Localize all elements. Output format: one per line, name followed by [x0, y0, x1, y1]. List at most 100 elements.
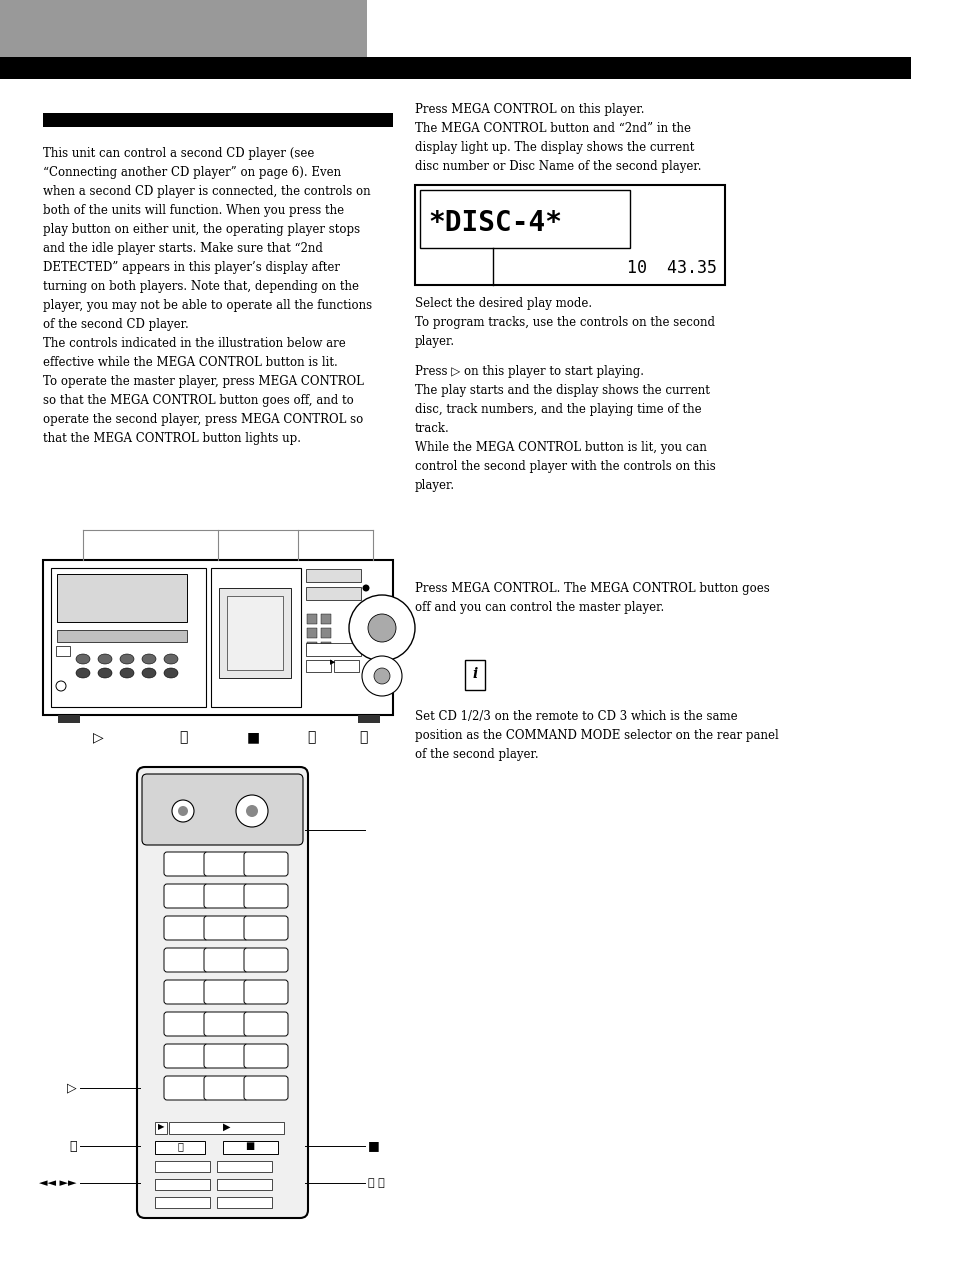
- Bar: [58, 715, 80, 724]
- Bar: [216, 1161, 272, 1172]
- Text: Select the desired play mode.
To program tracks, use the controls on the second
: Select the desired play mode. To program…: [415, 297, 714, 348]
- Ellipse shape: [142, 668, 156, 678]
- Ellipse shape: [120, 654, 133, 664]
- Text: Press ▷ on this player to start playing.
The play starts and the display shows t: Press ▷ on this player to start playing.…: [415, 364, 715, 492]
- Bar: [419, 190, 629, 248]
- Bar: [57, 631, 187, 642]
- Bar: [154, 1198, 210, 1208]
- Bar: [306, 660, 331, 671]
- Bar: [0, 57, 910, 79]
- Bar: [357, 715, 379, 724]
- Bar: [320, 642, 331, 652]
- FancyBboxPatch shape: [244, 884, 288, 908]
- Ellipse shape: [142, 654, 156, 664]
- Text: ▷: ▷: [68, 1082, 77, 1094]
- Bar: [154, 1142, 205, 1154]
- Bar: [216, 1198, 272, 1208]
- Circle shape: [246, 805, 257, 817]
- Bar: [306, 587, 360, 600]
- Circle shape: [172, 800, 193, 822]
- Text: ⏸: ⏸: [70, 1139, 77, 1153]
- FancyBboxPatch shape: [164, 1012, 208, 1036]
- Bar: [320, 614, 331, 624]
- FancyBboxPatch shape: [204, 980, 248, 1004]
- Bar: [307, 642, 316, 652]
- Bar: [334, 660, 358, 671]
- Text: ◄◄ ►►: ◄◄ ►►: [39, 1178, 77, 1187]
- Text: ▶: ▶: [330, 660, 335, 665]
- Circle shape: [349, 595, 415, 661]
- FancyBboxPatch shape: [164, 852, 208, 877]
- FancyBboxPatch shape: [244, 980, 288, 1004]
- Bar: [415, 185, 724, 285]
- Text: ■: ■: [368, 1139, 379, 1153]
- FancyBboxPatch shape: [244, 1012, 288, 1036]
- Ellipse shape: [76, 668, 90, 678]
- Bar: [43, 561, 393, 715]
- Bar: [154, 1122, 167, 1134]
- Text: ⏮: ⏮: [307, 730, 314, 744]
- Bar: [216, 1178, 272, 1190]
- Bar: [227, 596, 283, 670]
- FancyBboxPatch shape: [164, 948, 208, 972]
- Bar: [307, 614, 316, 624]
- Bar: [320, 628, 331, 638]
- Bar: [154, 1178, 210, 1190]
- Ellipse shape: [164, 654, 178, 664]
- Text: Press MEGA CONTROL on this player.
The MEGA CONTROL button and “2nd” in the
disp: Press MEGA CONTROL on this player. The M…: [415, 103, 700, 173]
- Bar: [464, 660, 484, 691]
- Bar: [57, 575, 187, 622]
- Ellipse shape: [120, 668, 133, 678]
- Bar: [51, 568, 206, 707]
- Circle shape: [235, 795, 268, 827]
- Bar: [169, 1122, 284, 1134]
- FancyBboxPatch shape: [204, 1043, 248, 1068]
- Text: This unit can control a second CD player (see
“Connecting another CD player” on : This unit can control a second CD player…: [43, 147, 372, 445]
- Ellipse shape: [164, 668, 178, 678]
- Circle shape: [362, 585, 369, 591]
- Text: 10  43.35: 10 43.35: [626, 259, 717, 276]
- FancyBboxPatch shape: [244, 948, 288, 972]
- Text: ■: ■: [246, 730, 259, 744]
- Text: Press MEGA CONTROL. The MEGA CONTROL button goes
off and you can control the mas: Press MEGA CONTROL. The MEGA CONTROL but…: [415, 582, 769, 614]
- Circle shape: [374, 668, 390, 684]
- FancyBboxPatch shape: [244, 1077, 288, 1099]
- FancyBboxPatch shape: [142, 775, 303, 845]
- Text: Set CD 1/2/3 on the remote to CD 3 which is the same
position as the COMMAND MOD: Set CD 1/2/3 on the remote to CD 3 which…: [415, 710, 778, 761]
- Ellipse shape: [76, 654, 90, 664]
- FancyBboxPatch shape: [244, 916, 288, 940]
- FancyBboxPatch shape: [164, 916, 208, 940]
- Text: i: i: [472, 668, 477, 682]
- FancyBboxPatch shape: [164, 1043, 208, 1068]
- Circle shape: [368, 614, 395, 642]
- FancyBboxPatch shape: [204, 916, 248, 940]
- Ellipse shape: [98, 668, 112, 678]
- Text: ⏸: ⏸: [178, 730, 187, 744]
- Circle shape: [56, 682, 66, 691]
- Bar: [43, 113, 393, 127]
- Bar: [306, 643, 360, 656]
- Circle shape: [178, 806, 188, 817]
- Text: ■: ■: [245, 1142, 254, 1152]
- FancyBboxPatch shape: [164, 884, 208, 908]
- Bar: [306, 569, 360, 582]
- Text: *DISC-4*: *DISC-4*: [428, 209, 561, 237]
- FancyBboxPatch shape: [204, 948, 248, 972]
- FancyBboxPatch shape: [244, 852, 288, 877]
- FancyBboxPatch shape: [164, 1077, 208, 1099]
- FancyBboxPatch shape: [137, 767, 308, 1218]
- Bar: [307, 628, 316, 638]
- Text: ⏮ ⏭: ⏮ ⏭: [368, 1178, 384, 1187]
- FancyBboxPatch shape: [164, 980, 208, 1004]
- Bar: [223, 1142, 277, 1154]
- Text: ⏸: ⏸: [177, 1142, 183, 1152]
- Bar: [154, 1161, 210, 1172]
- Text: ⏭: ⏭: [358, 730, 367, 744]
- FancyBboxPatch shape: [204, 1077, 248, 1099]
- FancyBboxPatch shape: [244, 1043, 288, 1068]
- Text: ▶: ▶: [223, 1121, 231, 1131]
- FancyBboxPatch shape: [204, 852, 248, 877]
- FancyBboxPatch shape: [204, 1012, 248, 1036]
- Text: ▷: ▷: [92, 730, 103, 744]
- Circle shape: [361, 656, 401, 696]
